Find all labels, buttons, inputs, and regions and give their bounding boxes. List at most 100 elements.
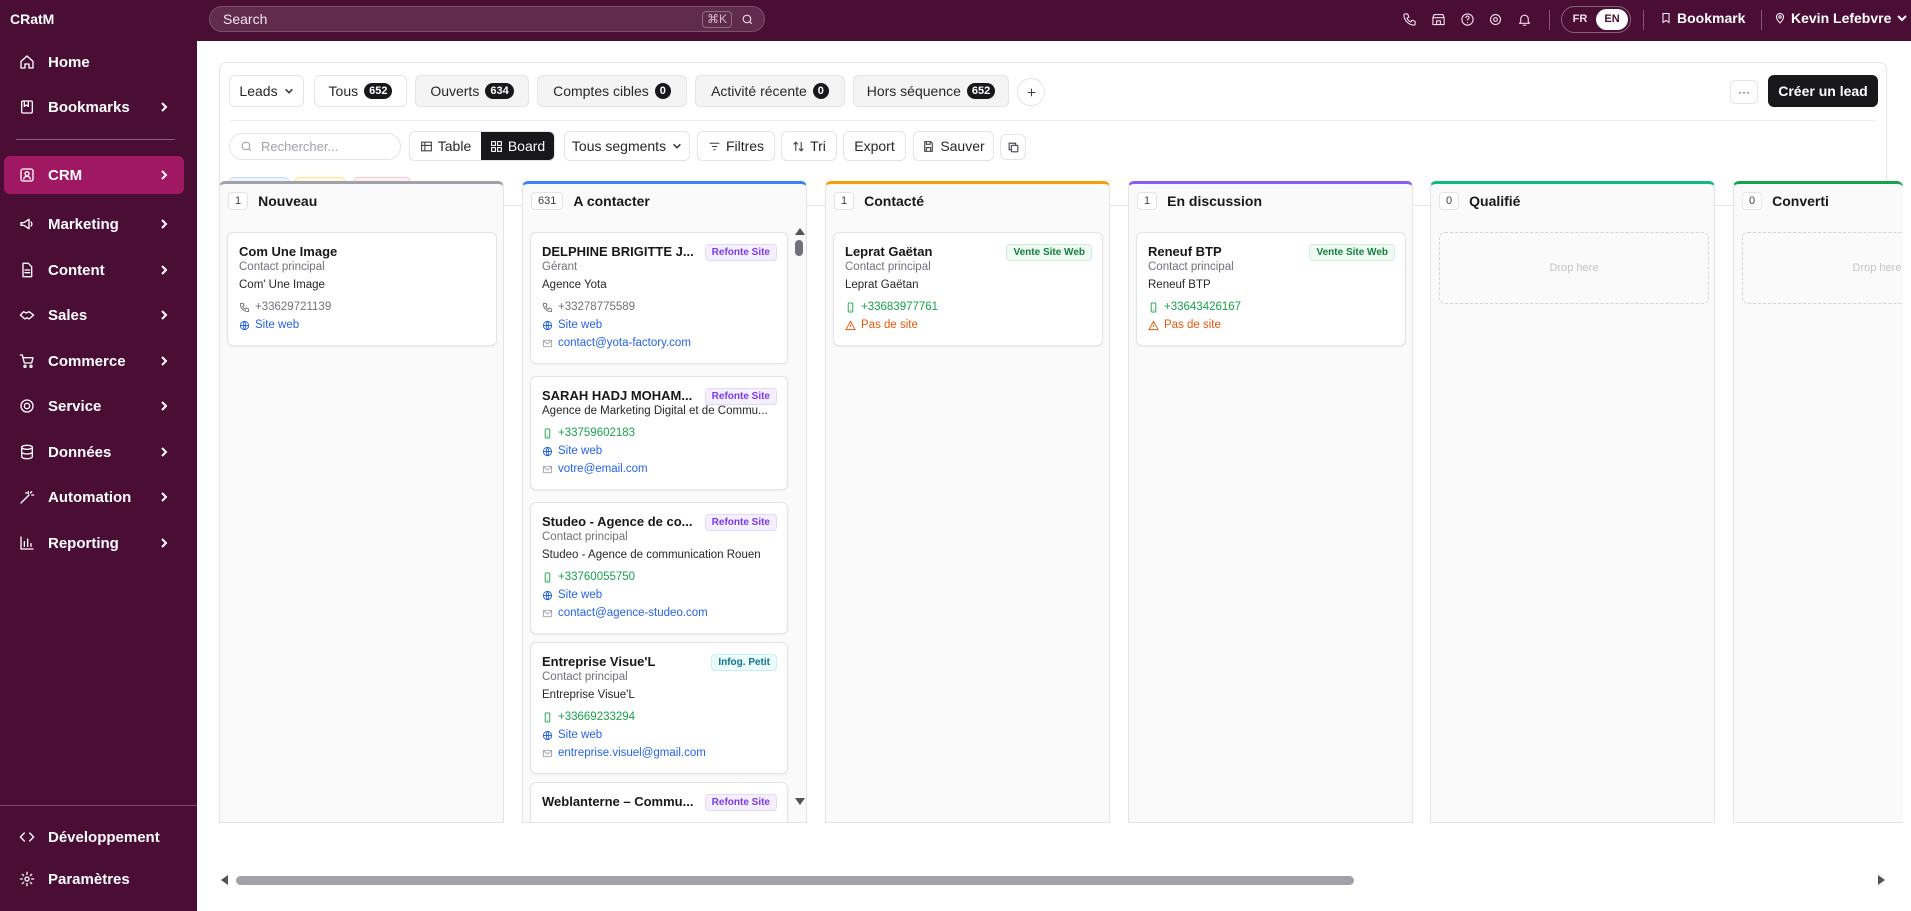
bookmark-button[interactable]: Bookmark (1660, 10, 1745, 26)
board-search-placeholder: Rechercher... (261, 139, 339, 154)
sidebar-item-sales[interactable]: Sales (4, 296, 184, 334)
tab-ouverts[interactable]: Ouverts 634 (415, 75, 529, 107)
sidebar-item-reporting[interactable]: Reporting (4, 524, 184, 562)
lead-card[interactable]: DELPHINE BRIGITTE J... Refonte Site Gérant… (530, 232, 788, 364)
column-header[interactable]: 0 Qualifié (1439, 191, 1520, 211)
lead-web[interactable]: Site web (239, 319, 299, 331)
lead-mobile[interactable]: +33669233294 (542, 711, 635, 723)
sidebar-item-marketing[interactable]: Marketing (4, 205, 184, 243)
lead-phone[interactable]: +33278775589 (542, 301, 635, 313)
top-bar: Search ⌘K FR EN Bookmark Kevin Lefebvre (197, 0, 1911, 41)
lead-card[interactable]: Weblanterne – Commu... Refonte Site (530, 782, 788, 822)
lead-phone[interactable]: +33629721139 (239, 301, 331, 313)
horizontal-scrollbar[interactable] (219, 874, 1887, 886)
lead-email[interactable]: contact@agence-studeo.com (542, 607, 708, 619)
lead-mobile[interactable]: +33760055750 (542, 571, 635, 583)
lead-web[interactable]: Site web (542, 319, 602, 331)
lead-email[interactable]: entreprise.visuel@gmail.com (542, 747, 706, 759)
more-actions-button[interactable]: ··· (1730, 80, 1758, 104)
lead-role: Contact principal (542, 671, 628, 683)
tab-tous[interactable]: Tous 652 (314, 75, 407, 107)
chevron-down-icon (673, 143, 682, 149)
sidebar-item-crm[interactable]: CRM (4, 156, 184, 194)
export-button[interactable]: Export (843, 131, 906, 161)
tab-activite-recente[interactable]: Activité récente 0 (695, 75, 845, 107)
entity-dropdown-button[interactable]: Leads (229, 75, 304, 107)
tab-count: 0 (654, 83, 671, 99)
brand-logo[interactable]: CRatM (10, 11, 55, 27)
sidebar-item-parametres[interactable]: Paramètres (4, 860, 184, 898)
scroll-up-arrow[interactable] (795, 228, 805, 235)
lang-fr[interactable]: FR (1572, 13, 1588, 25)
lead-company: Agence de Marketing Digital et de Commu.… (542, 405, 768, 417)
lead-mobile[interactable]: +33759602183 (542, 427, 635, 439)
lead-web[interactable]: Site web (542, 589, 602, 601)
sidebar-item-developpement[interactable]: Développement (4, 818, 184, 856)
lead-tag: Refonte Site (704, 794, 777, 811)
lead-role: Contact principal (1148, 261, 1234, 273)
drop-zone[interactable]: Drop here (1439, 232, 1709, 304)
table-icon (420, 141, 432, 151)
lead-card[interactable]: Studeo - Agence de co... Refonte Site Cont… (530, 502, 788, 634)
column-header[interactable]: 0 Converti (1742, 191, 1829, 211)
scroll-right-arrow[interactable] (1878, 875, 1885, 885)
lead-name: Studeo - Agence de co... (542, 514, 693, 529)
lead-mobile[interactable]: +33643426167 (1148, 301, 1241, 313)
sidebar-divider (16, 139, 175, 140)
column-header[interactable]: 631 A contacter (531, 191, 650, 211)
tab-comptes-cibles[interactable]: Comptes cibles 0 (537, 75, 687, 107)
sidebar-item-bookmarks[interactable]: Bookmarks (4, 88, 184, 126)
lead-web[interactable]: Site web (542, 729, 602, 741)
cart-icon (18, 352, 36, 370)
duplicate-button[interactable] (1000, 134, 1026, 160)
store-icon[interactable] (1431, 12, 1446, 27)
lead-email[interactable]: votre@email.com (542, 463, 648, 475)
mobile-icon (544, 571, 551, 583)
global-search-input[interactable]: Search ⌘K (209, 6, 765, 32)
lead-card[interactable]: Leprat Gaëtan Vente Site Web Contact princ… (833, 232, 1103, 346)
lead-mobile[interactable]: +33683977761 (845, 301, 938, 313)
save-button[interactable]: Sauver (913, 131, 994, 161)
segments-select[interactable]: Tous segments (564, 131, 690, 161)
view-table-button[interactable]: Table (410, 132, 481, 160)
tab-hors-sequence[interactable]: Hors séquence 652 (853, 75, 1009, 107)
lead-role: Contact principal (845, 261, 931, 273)
column-header[interactable]: 1 Nouveau (228, 191, 317, 211)
view-board-button[interactable]: Board (481, 132, 554, 160)
user-menu[interactable]: Kevin Lefebvre (1774, 10, 1908, 26)
sidebar-item-service[interactable]: Service (4, 387, 184, 425)
column-header[interactable]: 1 En discussion (1137, 191, 1262, 211)
sidebar-item-home[interactable]: Home (4, 43, 184, 81)
create-lead-button[interactable]: Créer un lead (1768, 75, 1878, 107)
lead-card[interactable]: Reneuf BTP Vente Site Web Contact principa… (1136, 232, 1406, 346)
column-header[interactable]: 1 Contacté (834, 191, 924, 211)
lead-role: Gérant (542, 261, 578, 273)
board-search-input[interactable]: Rechercher... (229, 133, 401, 160)
sidebar-item-commerce[interactable]: Commerce (4, 342, 184, 380)
lead-email[interactable]: contact@yota-factory.com (542, 337, 691, 349)
scroll-thumb[interactable] (236, 876, 1354, 885)
lead-name: Com Une Image (239, 244, 338, 259)
lead-card[interactable]: Com Une Image Contact principal Com' Une I… (227, 232, 497, 346)
lead-web[interactable]: Site web (542, 445, 602, 457)
mail-icon (542, 609, 553, 617)
lead-card[interactable]: SARAH HADJ MOHAM... Refonte Site Agence de… (530, 376, 788, 490)
phone-icon[interactable] (1402, 12, 1417, 27)
sort-button[interactable]: Tri (781, 131, 837, 161)
lang-en[interactable]: EN (1596, 9, 1628, 30)
sidebar-item-donnees[interactable]: Données (4, 433, 184, 471)
warning-icon (1148, 319, 1159, 330)
bell-icon[interactable] (1517, 12, 1532, 27)
lead-card[interactable]: Entreprise Visue'L Infog. Petit Contact pr… (530, 642, 788, 774)
settings-icon[interactable] (1488, 12, 1503, 27)
drop-zone[interactable]: Drop here (1742, 232, 1903, 304)
scroll-down-arrow[interactable] (795, 798, 805, 805)
sidebar-item-automation[interactable]: Automation (4, 478, 184, 516)
add-tab-button[interactable] (1017, 78, 1045, 106)
sidebar-item-content[interactable]: Content (4, 251, 184, 289)
help-icon[interactable] (1460, 12, 1475, 27)
language-switch[interactable]: FR EN (1561, 6, 1631, 33)
scroll-left-arrow[interactable] (221, 875, 228, 885)
filters-button[interactable]: Filtres (697, 131, 775, 161)
scroll-thumb[interactable] (795, 240, 803, 256)
